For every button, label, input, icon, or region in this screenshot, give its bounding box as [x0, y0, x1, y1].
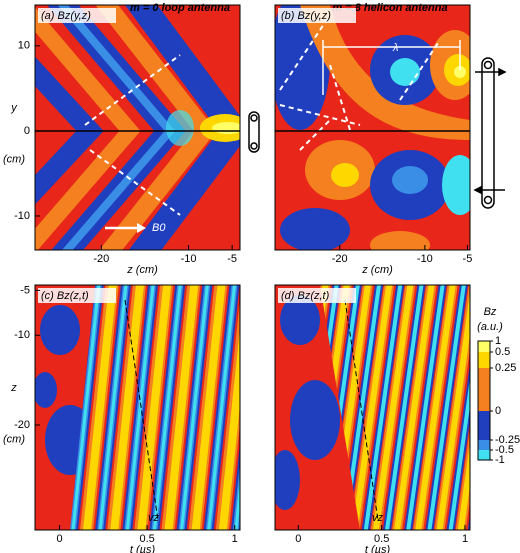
colorbar-title: Bz: [484, 306, 497, 318]
annotation: vz: [148, 512, 160, 524]
antennas: [248, 57, 507, 209]
colorbar-frame: [477, 340, 491, 461]
colorbar-unit: (a.u.): [477, 321, 503, 333]
y-axis-label: (cm): [3, 153, 25, 165]
x-tick-label: 0.5: [139, 533, 154, 545]
y-tick-label: 10: [18, 40, 30, 52]
y-axis-label: (cm): [3, 433, 25, 445]
x-tick-label: 1: [462, 533, 468, 545]
x-axis-label: t (µs): [130, 544, 156, 553]
x-tick-label: 0.5: [374, 533, 389, 545]
colorbar-tick-label: 1: [495, 335, 501, 347]
colorbar-tick-label: 0.5: [495, 346, 510, 358]
x-axis-label: t (µs): [365, 544, 391, 553]
annotation: λ: [392, 42, 398, 54]
colorbar-band: [478, 341, 490, 352]
annotation: B0: [152, 222, 166, 234]
x-tick-label: -10: [181, 253, 197, 265]
y-axis-label: z: [10, 382, 17, 394]
x-tick-label: -20: [332, 253, 348, 265]
colorbar-band: [478, 440, 490, 450]
y-tick-label: -5: [20, 284, 30, 296]
label-box: [278, 8, 356, 23]
x-tick-label: 1: [232, 533, 238, 545]
panel-label: (c) Bz(z,t): [41, 290, 89, 302]
field-c: [35, 285, 240, 530]
colorbar-band: [478, 352, 490, 368]
field-d: [275, 285, 470, 530]
panel-label: (d) Bz(z,t): [281, 290, 330, 302]
field-a: [35, 5, 240, 250]
x-tick-label: -5: [227, 253, 237, 265]
panel-label: (b) Bz(y,z): [281, 10, 331, 22]
y-tick-label: 0: [24, 125, 30, 137]
x-axis-label: z (cm): [126, 264, 158, 276]
colorbar-tick-label: -1: [495, 454, 505, 466]
annotation: vz: [372, 512, 384, 524]
label-box: [38, 288, 116, 303]
x-tick-label: -10: [417, 253, 433, 265]
b0-arrow: [105, 223, 146, 233]
y-tick-label: -20: [14, 419, 30, 431]
y-tick-label: -10: [14, 210, 30, 222]
y-axis-label: y: [10, 102, 18, 114]
frames: [34, 4, 471, 531]
colorbar-tick-label: 0: [495, 405, 501, 417]
label-box: [278, 288, 356, 303]
colorbar-tick-label: -0.25: [495, 434, 520, 446]
colorbar-tick-label: 0.25: [495, 362, 516, 374]
colorbar-band: [478, 450, 490, 460]
colorbar-tick-label: -0.5: [495, 444, 514, 456]
field-b: [275, 5, 470, 250]
x-tick-label: -5: [463, 253, 473, 265]
y-tick-label: -10: [14, 329, 30, 341]
panel-title: m = 8 helicon antenna: [332, 2, 447, 14]
label-box: [38, 8, 116, 23]
colorbar-band: [478, 368, 490, 411]
x-tick-label: 0: [56, 533, 62, 545]
colorbar-band: [478, 411, 490, 440]
x-tick-label: -20: [93, 253, 109, 265]
panel-title: m = 0 loop antenna: [130, 2, 230, 14]
x-tick-label: 0: [295, 533, 301, 545]
panel-label: (a) Bz(y,z): [41, 10, 91, 22]
x-axis-label: z (cm): [361, 264, 393, 276]
